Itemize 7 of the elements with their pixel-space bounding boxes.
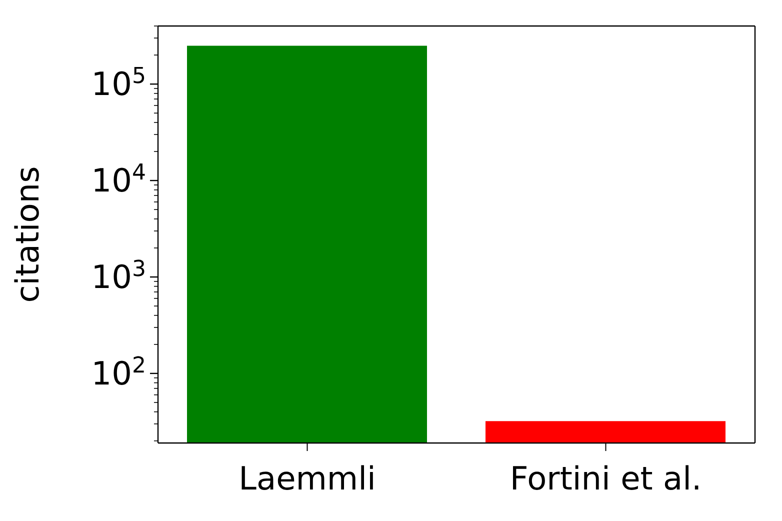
y-tick-label: 10$^{5}$ xyxy=(91,64,146,104)
x-tick-label: Laemmli xyxy=(238,460,376,498)
y-tick-label: 10$^{2}$ xyxy=(91,352,146,392)
y-axis-title: citations xyxy=(8,166,46,303)
x-tick-label: Fortini et al. xyxy=(510,460,702,498)
y-tick-label: 10$^{4}$ xyxy=(91,160,146,200)
y-tick-label: 10$^{3}$ xyxy=(91,256,146,296)
